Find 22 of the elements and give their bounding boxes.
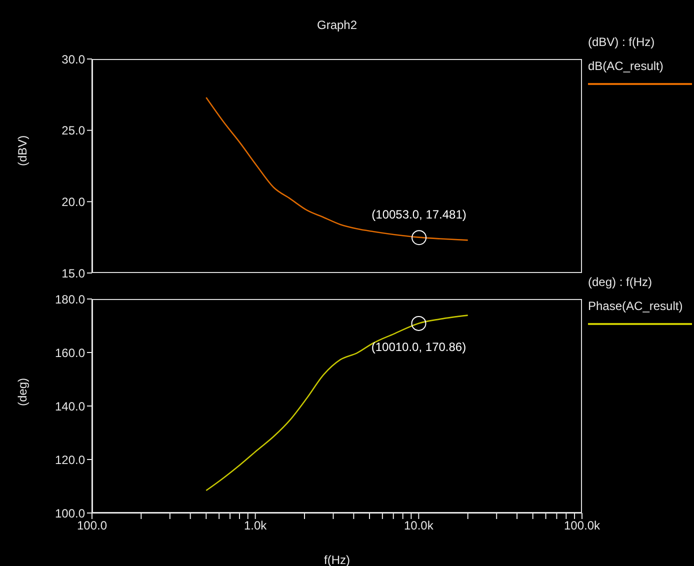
legend-title: (dBV) : f(Hz)	[588, 35, 656, 49]
x-tick-label: 100.0	[76, 518, 108, 533]
y-tick-label: 25.0	[62, 124, 86, 138]
y-tick-label: 120.0	[54, 452, 86, 467]
x-tick-label: 10.0k	[404, 518, 434, 533]
chart-title: Graph2	[316, 18, 358, 32]
legend-title: (deg) : f(Hz)	[588, 275, 654, 289]
y-tick-label: 140.0	[54, 399, 86, 414]
y-tick-label: 180.0	[54, 292, 86, 306]
y-tick-label: 30.0	[62, 52, 86, 66]
y-tick-label: 20.0	[62, 194, 86, 209]
y-tick-label: 160.0	[54, 346, 86, 360]
text: dB(AC_result)	[588, 59, 664, 73]
x-tick-label: 1.0k	[244, 518, 268, 533]
text: Phase(AC_result)	[588, 299, 684, 313]
annotation: (10010.0, 170.86)	[371, 340, 466, 354]
y-axis-title: (dBV)	[15, 135, 30, 166]
annotation: (10053.0, 17.481)	[372, 208, 466, 222]
y-tick-label: 15.0	[62, 266, 86, 280]
x-tick-label: 100.0k	[564, 518, 602, 533]
y-tick-label: 100.0	[54, 506, 86, 520]
y-axis-title: (deg)	[15, 378, 30, 406]
